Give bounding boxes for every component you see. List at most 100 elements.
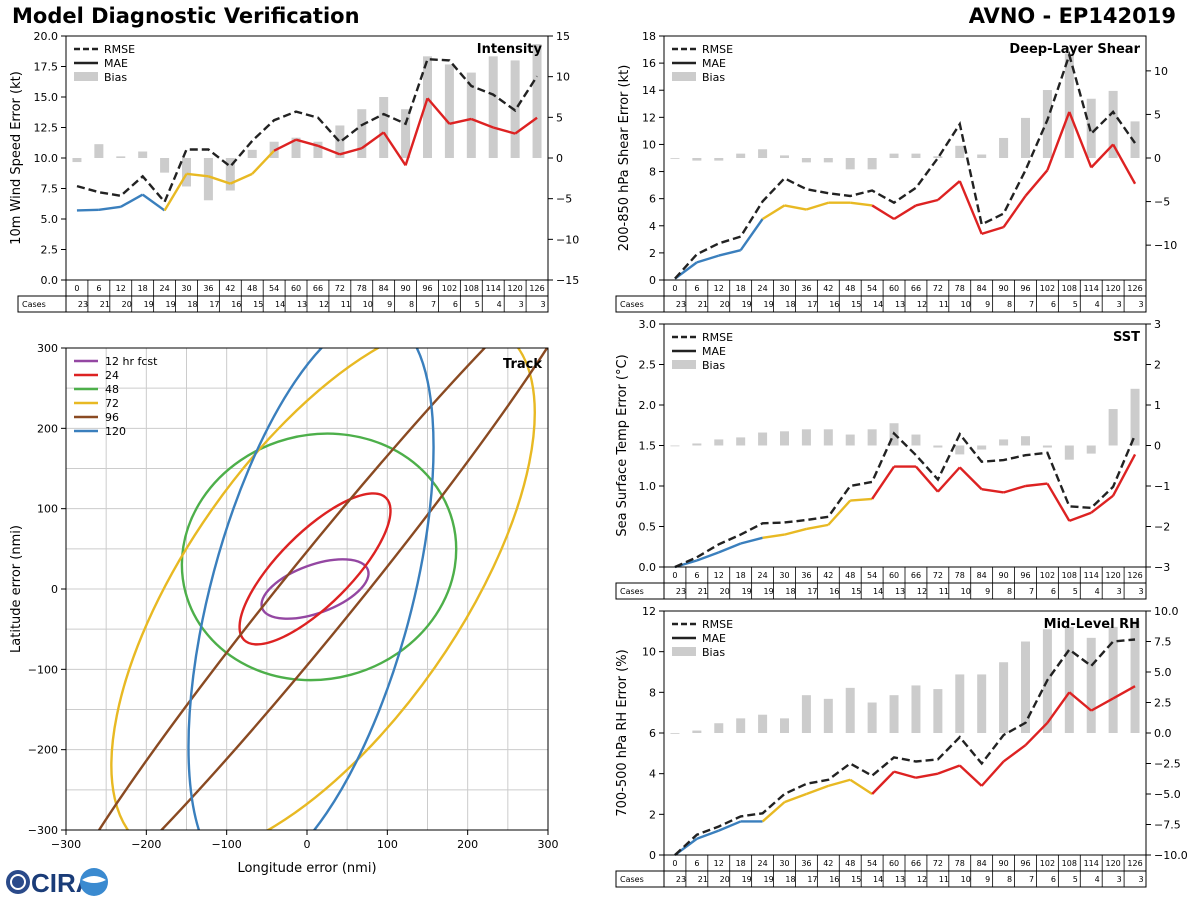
hour-cell: 60 [889, 859, 899, 868]
bias-bar [1064, 445, 1074, 460]
bias-bar [736, 718, 746, 733]
hour-cell: 120 [1105, 284, 1120, 293]
case-cell: 13 [895, 587, 905, 596]
mae-segment [718, 249, 741, 257]
hour-cell: 54 [867, 571, 877, 580]
hour-cell: 48 [845, 571, 855, 580]
y-tick-label: 20.0 [34, 30, 59, 43]
y2-tick-label: 0 [1154, 152, 1161, 165]
y-tick-label: 17.5 [34, 61, 59, 74]
case-cell: 10 [961, 300, 971, 309]
mae-segment [1112, 685, 1136, 700]
hour-cell: 90 [998, 571, 1008, 580]
bias-bar [714, 158, 724, 161]
case-cell: 18 [785, 587, 795, 596]
y2-tick-label: 0 [1154, 440, 1161, 453]
case-cell: 13 [297, 300, 307, 309]
y-tick-label: 300 [37, 342, 58, 355]
legend-label: 120 [105, 425, 126, 438]
panel-track: −300−300 −200 −200 −100 −100 0 0 100 100 200 200 30… [9, 342, 559, 876]
cases-label: Cases [620, 300, 644, 309]
hour-cell: 48 [247, 284, 257, 293]
y2-tick-label: 0 [556, 152, 563, 165]
mae-segment [981, 225, 1004, 236]
case-cell: 4 [1095, 875, 1100, 884]
mae-segment [163, 173, 188, 212]
hour-cell: 24 [159, 284, 169, 293]
bias-bar [1108, 90, 1118, 158]
legend-label: 24 [105, 369, 119, 382]
y2-tick-label: 10 [556, 71, 570, 84]
hour-cell: 12 [714, 571, 724, 580]
case-cell: 3 [1138, 300, 1143, 309]
case-cell: 17 [209, 300, 219, 309]
mae-segment [849, 778, 873, 796]
y-tick-label: 2 [649, 247, 656, 260]
bias-bar [933, 689, 943, 733]
mae-segment [827, 778, 851, 788]
case-cell: 9 [985, 875, 990, 884]
bias-bar [692, 443, 702, 446]
case-cell: 13 [895, 300, 905, 309]
mae-segment [1090, 697, 1114, 712]
hour-cell: 114 [1084, 859, 1099, 868]
y2-tick-label: 5 [556, 111, 563, 124]
case-cell: 5 [1073, 587, 1078, 596]
case-cell: 3 [1138, 875, 1143, 884]
case-cell: 12 [917, 587, 927, 596]
legend-bias-label: Bias [702, 71, 725, 84]
case-cell: 15 [851, 300, 861, 309]
hour-cell: 12 [714, 284, 724, 293]
case-cell: 11 [341, 300, 351, 309]
y-tick-label: 6 [649, 193, 656, 206]
hour-cell: 96 [1020, 284, 1030, 293]
y-tick-label: 1.5 [639, 440, 657, 453]
hour-cell: 18 [736, 284, 746, 293]
case-cell: 18 [785, 300, 795, 309]
hour-cell: 108 [1062, 284, 1077, 293]
case-cell: 3 [540, 300, 545, 309]
bias-bar [444, 64, 454, 158]
mae-segment [1068, 691, 1092, 712]
cira-globe-icon [6, 870, 30, 894]
cases-row [17, 295, 549, 313]
case-cell: 5 [475, 300, 480, 309]
bias-bar [182, 158, 191, 187]
case-cell: 3 [519, 300, 524, 309]
bias-bar [313, 141, 323, 158]
case-cell: 14 [873, 300, 883, 309]
hour-cell: 108 [1062, 859, 1077, 868]
bias-bar [401, 109, 411, 158]
case-cell: 10 [363, 300, 373, 309]
bias-bar [823, 698, 833, 733]
legend-rmse-label: RMSE [702, 618, 733, 631]
y2-tick-label: 2 [1154, 359, 1161, 372]
case-cell: 7 [1029, 875, 1034, 884]
bias-bar [1108, 626, 1118, 733]
bias-bar [1130, 620, 1140, 733]
case-cell: 11 [939, 300, 949, 309]
case-cell: 18 [187, 300, 197, 309]
y-tick-label: 0 [51, 583, 58, 596]
mae-segment [98, 205, 121, 212]
hour-cell: 42 [823, 284, 833, 293]
legend-bias-label: Bias [104, 71, 127, 84]
hour-cell: 108 [1062, 571, 1077, 580]
hour-cell: 120 [507, 284, 522, 293]
y2-tick-label: 5 [1154, 108, 1161, 121]
mae-segment [981, 488, 1004, 494]
legend-rmse-label: RMSE [104, 43, 135, 56]
case-cell: 4 [1095, 587, 1100, 596]
bias-bar [823, 429, 833, 446]
hour-cell: 60 [889, 284, 899, 293]
panel-title: SST [1113, 330, 1140, 345]
mae-segment [937, 180, 961, 201]
case-cell: 3 [1117, 300, 1122, 309]
y2-tick-label: −3 [1154, 561, 1170, 574]
hour-cell: 6 [694, 859, 699, 868]
hour-cell: 72 [933, 859, 943, 868]
bias-bar [247, 149, 257, 158]
mae-segment [871, 465, 896, 500]
